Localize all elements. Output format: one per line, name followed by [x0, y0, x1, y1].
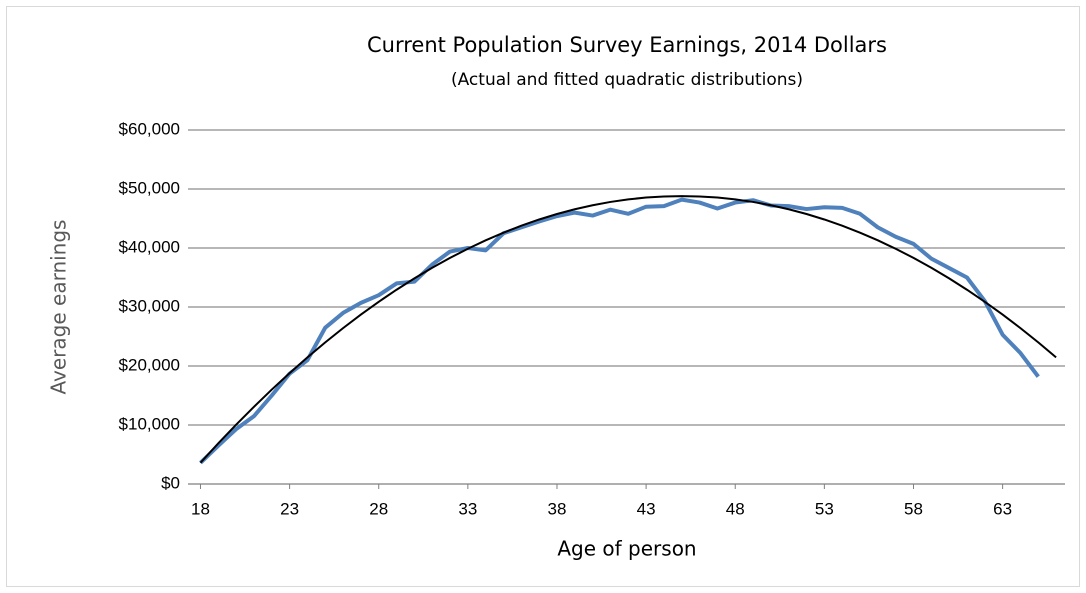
y-tick-label: $20,000: [119, 355, 180, 374]
x-tick-label: 48: [726, 499, 745, 518]
y-tick-label: $60,000: [119, 119, 180, 138]
x-axis-title: Age of person: [557, 537, 696, 561]
x-tick-label: 33: [458, 499, 477, 518]
x-tick-label: 23: [280, 499, 299, 518]
y-tick-label: $50,000: [119, 178, 180, 197]
x-tick-label: 18: [191, 499, 210, 518]
y-tick-label: $10,000: [119, 414, 180, 433]
y-tick-label: $40,000: [119, 237, 180, 256]
x-tick-label: 63: [993, 499, 1012, 518]
x-tick-label: 28: [369, 499, 388, 518]
x-tick-label: 53: [815, 499, 834, 518]
series-line: [199, 197, 1040, 465]
x-tick-label: 43: [637, 499, 656, 518]
series-line: [199, 195, 1057, 464]
y-tick-label: $30,000: [119, 296, 180, 315]
x-tick-label: 38: [548, 499, 567, 518]
chart-frame: [6, 6, 1080, 587]
chart-subtitle: (Actual and fitted quadratic distributio…: [451, 70, 803, 90]
chart-title: Current Population Survey Earnings, 2014…: [367, 33, 887, 57]
y-axis-title: Average earnings: [47, 220, 71, 395]
x-tick-label: 58: [904, 499, 923, 518]
y-tick-label: $0: [161, 473, 180, 492]
